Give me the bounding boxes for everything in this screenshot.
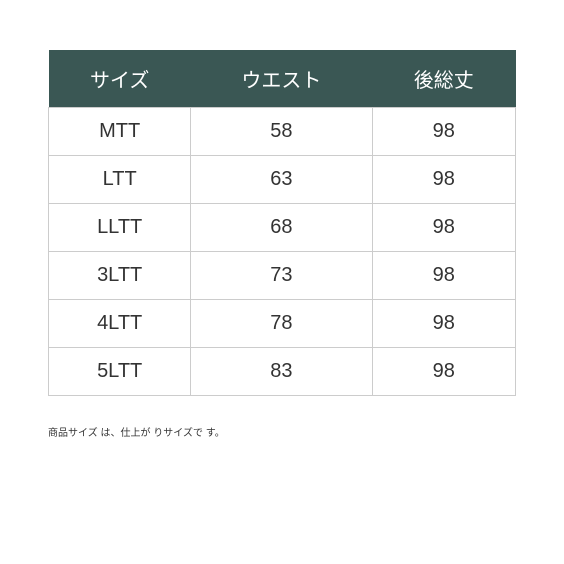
cell-length: 98 [372,348,515,396]
cell-length: 98 [372,108,515,156]
cell-length: 98 [372,156,515,204]
cell-size: 5LTT [49,348,191,396]
cell-length: 98 [372,300,515,348]
table-header-row: サイズ ウエスト 後総丈 [49,50,516,108]
cell-length: 98 [372,252,515,300]
cell-waist: 58 [191,108,372,156]
cell-size: LTT [49,156,191,204]
cell-size: LLTT [49,204,191,252]
cell-size: 3LTT [49,252,191,300]
column-header-size: サイズ [49,50,191,108]
table-row: LTT 63 98 [49,156,516,204]
cell-size: MTT [49,108,191,156]
cell-size: 4LTT [49,300,191,348]
table-row: LLTT 68 98 [49,204,516,252]
column-header-waist: ウエスト [191,50,372,108]
size-table: サイズ ウエスト 後総丈 MTT 58 98 LTT 63 98 LLTT 68… [48,50,516,396]
table-row: 5LTT 83 98 [49,348,516,396]
table-container: サイズ ウエスト 後総丈 MTT 58 98 LTT 63 98 LLTT 68… [0,0,564,396]
cell-waist: 78 [191,300,372,348]
cell-length: 98 [372,204,515,252]
footnote-text: 商品サイズ は、仕上が りサイズで す。 [48,424,564,439]
table-row: 3LTT 73 98 [49,252,516,300]
cell-waist: 68 [191,204,372,252]
table-row: 4LTT 78 98 [49,300,516,348]
table-row: MTT 58 98 [49,108,516,156]
cell-waist: 73 [191,252,372,300]
cell-waist: 83 [191,348,372,396]
cell-waist: 63 [191,156,372,204]
column-header-length: 後総丈 [372,50,515,108]
